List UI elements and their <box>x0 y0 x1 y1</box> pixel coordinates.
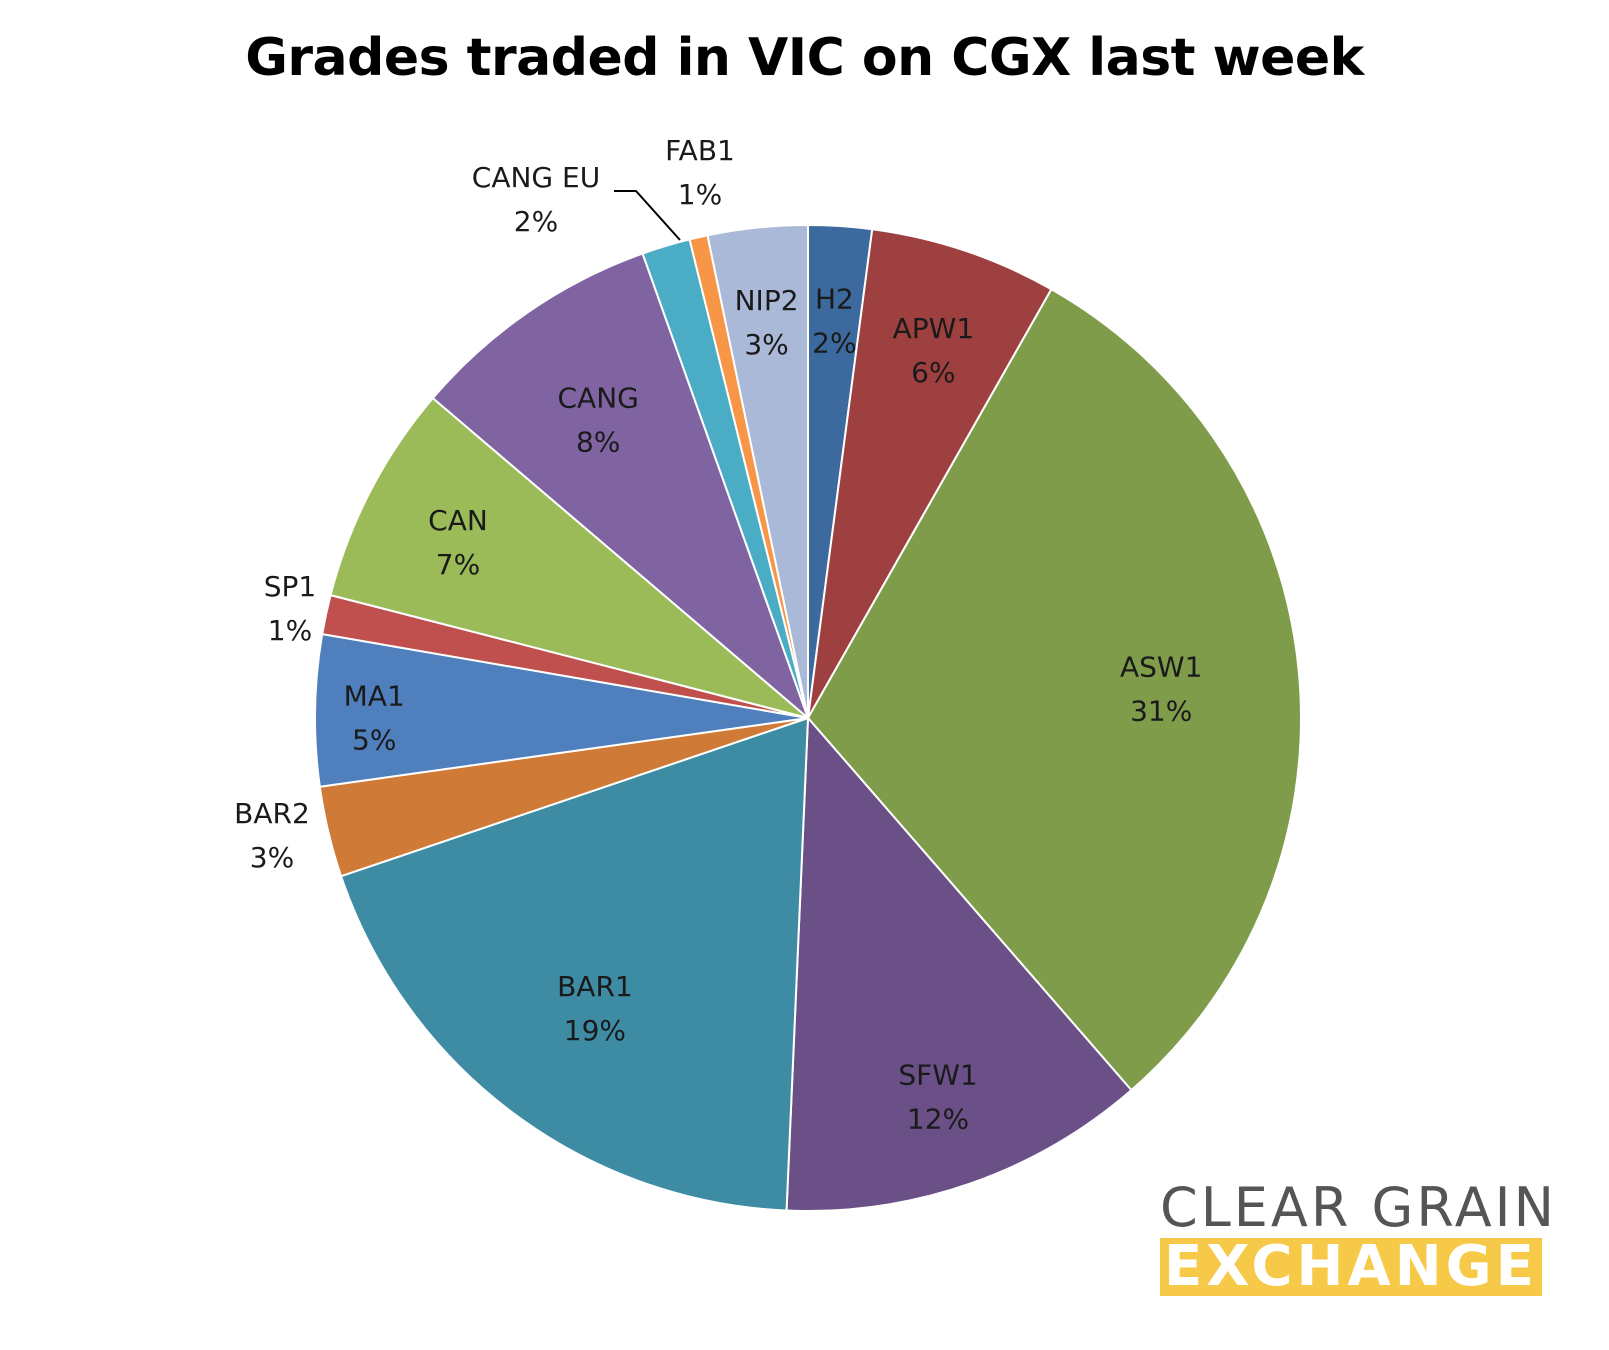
slice-label-sfw1: SFW1 <box>898 1058 977 1091</box>
slice-percent-fab1: 1% <box>678 178 722 211</box>
pie-slice-sfw1 <box>785 715 1133 1212</box>
slice-percent-sp1: 1% <box>268 614 312 647</box>
pie-slice-bar1 <box>339 716 810 1212</box>
slice-label-sp1: SP1 <box>264 570 316 603</box>
slice-label-cang-eu: CANG EU <box>472 161 600 194</box>
slice-percent-bar2: 3% <box>250 841 294 874</box>
pie-slice-can <box>329 396 809 719</box>
slice-percent-nip2: 3% <box>744 328 788 361</box>
slice-percent-sfw1: 12% <box>907 1102 969 1135</box>
slice-label-asw1: ASW1 <box>1120 651 1202 684</box>
slice-percent-ma1: 5% <box>352 723 396 756</box>
slice-percent-apw1: 6% <box>911 356 955 389</box>
slice-label-bar2: BAR2 <box>234 797 310 830</box>
pie-slice-ma1 <box>314 632 809 788</box>
pie-slice-nip2 <box>706 223 809 719</box>
slice-label-bar1: BAR1 <box>557 970 633 1003</box>
pie-slice-apw1 <box>807 228 1053 719</box>
slice-label-cang: CANG <box>557 382 638 415</box>
chart-title: Grades traded in VIC on CGX last week <box>245 28 1364 88</box>
leader-line-fab1 <box>614 190 681 241</box>
leader-lines <box>614 190 681 241</box>
slice-label-can: CAN <box>428 504 488 537</box>
slice-label-h2: H2 <box>815 283 854 316</box>
slice-percent-cang: 8% <box>576 426 620 459</box>
pie-slice-cang <box>431 252 811 722</box>
pie-slices <box>314 223 1302 1212</box>
slice-label-nip2: NIP2 <box>735 284 799 317</box>
pie-slice-asw1 <box>806 287 1302 1092</box>
slice-percent-asw1: 31% <box>1130 695 1192 728</box>
slice-label-ma1: MA1 <box>344 679 405 712</box>
clear-grain-exchange-logo: CLEAR GRAIN EXCHANGE <box>1160 1180 1560 1296</box>
slice-label-apw1: APW1 <box>893 312 975 345</box>
slice-percent-cang-eu: 2% <box>514 205 558 238</box>
slice-percent-h2: 2% <box>812 327 856 360</box>
slice-label-fab1: FAB1 <box>665 134 735 167</box>
logo-text-clear-grain: CLEAR GRAIN <box>1160 1176 1557 1239</box>
slice-percent-bar1: 19% <box>564 1014 626 1047</box>
logo-text-exchange: EXCHANGE <box>1160 1238 1542 1296</box>
slice-percent-can: 7% <box>436 548 480 581</box>
slice-labels: H2 2% APW1 6% ASW1 31% SFW1 12% BAR1 19% BAR2 3% MA1… <box>234 134 1202 1135</box>
